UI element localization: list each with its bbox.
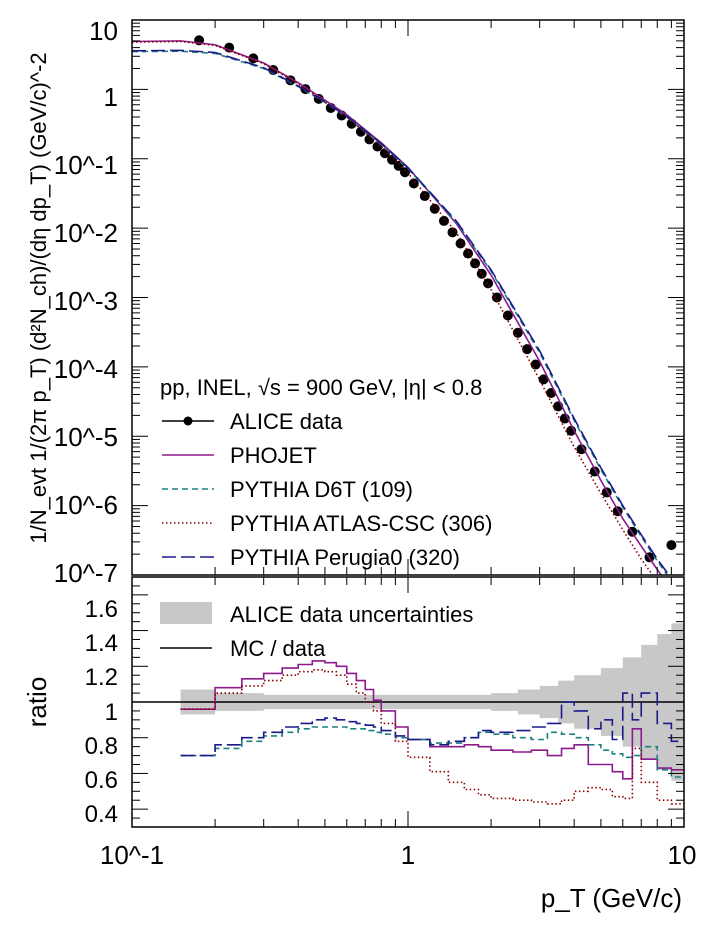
ratio-step-pythia-perugia0-320 [180, 692, 684, 757]
data-point-alice-data [224, 42, 235, 53]
collision-annotation: pp, INEL, √s = 900 GeV, |η| < 0.8 [160, 375, 482, 400]
data-point-alice-data [429, 203, 440, 214]
legend-label: MC / data [230, 636, 326, 661]
ytick-label: 1 [104, 82, 118, 112]
data-point-alice-data [483, 278, 494, 289]
legend-label: ALICE data [230, 409, 343, 434]
legend-band-swatch [160, 602, 212, 624]
data-point-alice-data [455, 238, 466, 249]
ratio-y-tick-labels: 1.6 1.4 1.2 1 0.8 0.6 0.4 [85, 596, 118, 828]
ytick-label: 10^-5 [54, 422, 118, 452]
ytick-label: 1.6 [85, 596, 118, 623]
ratio-series-layer [132, 660, 684, 805]
ratio-legend: ALICE data uncertainties MC / data [160, 602, 473, 661]
curve-pythia-perugia0-320 [132, 49, 670, 575]
x-tick-labels: 10^-1 1 10 [100, 840, 697, 870]
ytick-label: 0.8 [85, 733, 118, 760]
spectrum-series-layer [132, 35, 677, 575]
data-point-alice-data [666, 540, 677, 551]
ytick-label: 10^-2 [54, 218, 118, 248]
data-point-alice-data [438, 215, 449, 226]
xtick-label: 1 [401, 840, 415, 870]
data-point-alice-data [419, 191, 430, 202]
data-point-alice-data [463, 248, 474, 259]
data-point-alice-data [408, 178, 419, 189]
spectrum-y-axis-title: 1/N_evt 1/(2π p_T) (d²N_ch)/(dη dp_T) (G… [26, 52, 51, 543]
ytick-label: 10^-3 [54, 286, 118, 316]
data-point-alice-data [576, 444, 587, 455]
ytick-label: 1.2 [85, 664, 118, 691]
ratio-step-phojet [180, 660, 684, 780]
data-point-alice-data [491, 292, 502, 303]
data-point-alice-data [502, 310, 513, 321]
ytick-label: 0.4 [85, 801, 118, 828]
legend-label: PYTHIA Perugia0 (320) [230, 545, 460, 570]
spectrum-legend: ALICE data PHOJET PYTHIA D6T (109) PYTHI… [162, 409, 492, 570]
xtick-label: 10^-1 [100, 840, 164, 870]
legend-label: PYTHIA ATLAS-CSC (306) [230, 511, 492, 536]
ytick-label: 0.6 [85, 767, 118, 794]
data-point-alice-data [470, 258, 481, 269]
legend-label: ALICE data uncertainties [230, 602, 473, 627]
legend-marker-alice [183, 416, 193, 426]
tick-layer [131, 19, 685, 828]
xtick-label: 10 [668, 840, 697, 870]
ratio-y-axis-title: ratio [22, 677, 52, 728]
ratio-step-pythia-atlas-csc-306 [180, 669, 684, 805]
data-point-alice-data [476, 268, 487, 279]
ytick-label: 10^-4 [54, 354, 118, 384]
ytick-label: 10^-6 [54, 490, 118, 520]
legend-label: PYTHIA D6T (109) [230, 477, 413, 502]
ytick-label: 1.4 [85, 630, 118, 657]
spectrum-y-tick-labels: 10 1 10^-1 10^-2 10^-3 10^-4 10^-5 10^-6… [54, 16, 118, 588]
ytick-label: 10^-1 [54, 150, 118, 180]
data-point-alice-data [399, 167, 410, 178]
ytick-label: 10 [89, 16, 118, 46]
data-point-alice-data [285, 75, 296, 86]
ytick-label: 1 [105, 699, 118, 726]
data-point-alice-data [447, 227, 458, 238]
ytick-label: 10^-7 [54, 558, 118, 588]
data-point-alice-data [522, 344, 533, 355]
legend-label: PHOJET [230, 443, 317, 468]
curve-pythia-atlas-csc-306 [132, 40, 654, 575]
x-axis-title: p_T (GeV/c) [541, 883, 682, 913]
